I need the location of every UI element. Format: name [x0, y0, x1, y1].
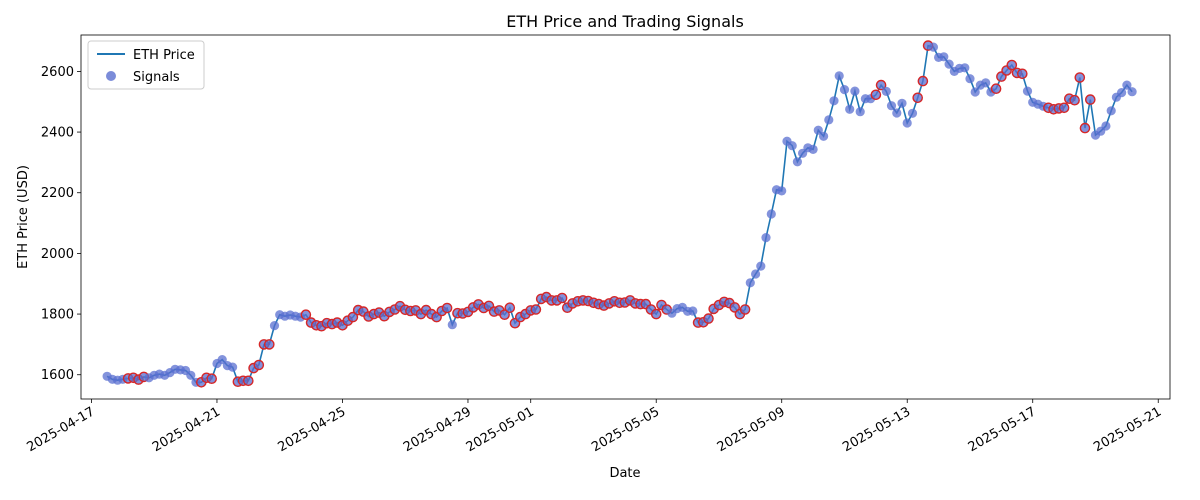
signal-point	[819, 131, 829, 141]
signal-point	[504, 302, 516, 314]
signal-point	[1074, 72, 1086, 83]
chart-title: ETH Price and Trading Signals	[506, 12, 744, 31]
signal-point	[756, 261, 766, 271]
signal-point	[902, 118, 912, 128]
signal-point	[839, 85, 850, 95]
signal-point	[703, 313, 714, 324]
legend-label-price: ETH Price	[133, 48, 195, 63]
signal-point	[1058, 102, 1070, 114]
signal-point	[263, 339, 275, 350]
signal-point	[960, 63, 970, 73]
signal-point	[787, 141, 797, 151]
plot-frame	[80, 34, 1171, 400]
y-tick-label: 2000	[41, 247, 74, 262]
x-tick-label: 2025-05-21	[1091, 404, 1164, 455]
signal-point	[845, 104, 855, 114]
x-tick-label: 2025-05-17	[966, 404, 1039, 455]
signal-point	[897, 98, 907, 108]
x-tick-label: 2025-04-25	[276, 404, 349, 455]
signal-point	[1022, 86, 1033, 96]
x-tick-label: 2025-05-09	[715, 404, 788, 455]
signal-point	[939, 52, 949, 62]
x-tick-label: 2025-04-21	[150, 404, 223, 455]
legend-label-signals: Signals	[133, 70, 180, 85]
series-line-eth-price	[106, 44, 1133, 384]
signal-point	[217, 355, 227, 365]
y-axis-title: ETH Price (USD)	[16, 165, 31, 269]
signal-point	[855, 107, 865, 117]
x-tick-label: 2025-05-13	[840, 404, 913, 455]
signal-point	[870, 89, 882, 101]
signal-point	[892, 108, 902, 118]
x-axis-title: Date	[609, 466, 640, 481]
signal-point	[688, 306, 698, 316]
signal-point	[447, 320, 457, 330]
signal-point	[981, 78, 991, 88]
signal-point	[944, 59, 954, 69]
signal-point	[1069, 94, 1080, 106]
signal-point	[808, 144, 818, 154]
x-tick-label: 2025-04-17	[25, 404, 98, 455]
signal-point	[990, 83, 1002, 94]
signal-point	[242, 375, 254, 387]
y-tick-label: 1600	[41, 368, 74, 383]
signal-point	[1101, 121, 1111, 131]
x-axis: 2025-04-17 2025-04-21 2025-04-25 2025-04-29…	[25, 399, 1164, 455]
signal-point	[792, 157, 803, 167]
signal-point	[745, 278, 755, 288]
y-tick-label: 2600	[41, 65, 74, 80]
legend-marker-swatch	[106, 71, 116, 81]
signal-point	[556, 292, 568, 304]
signal-point	[928, 42, 939, 52]
signal-point	[965, 74, 975, 84]
legend: ETH Price Signals	[87, 40, 205, 90]
signal-point	[186, 370, 196, 380]
signal-point	[1017, 68, 1028, 80]
signal-point	[1079, 122, 1091, 134]
x-tick-label: 2025-05-05	[589, 404, 662, 455]
signal-point	[766, 209, 776, 219]
signal-point	[1085, 94, 1096, 105]
signal-point	[1006, 59, 1018, 71]
signal-point	[813, 125, 823, 135]
signal-point	[761, 233, 771, 243]
signal-point	[850, 86, 860, 96]
signal-point	[253, 359, 265, 371]
signal-point	[751, 269, 761, 279]
signal-point	[269, 321, 280, 331]
y-tick-label: 1800	[41, 308, 74, 323]
x-tick-label: 2025-04-29	[401, 404, 474, 455]
y-tick-label: 2200	[41, 186, 74, 201]
signal-point	[875, 79, 887, 91]
signal-point	[886, 101, 897, 111]
signal-point	[917, 75, 929, 87]
y-axis: 1600 1800 2000 2200 2400 2600	[41, 65, 81, 383]
signal-point	[777, 186, 787, 196]
signal-point	[829, 96, 839, 106]
signal-point	[530, 304, 542, 315]
signal-point	[1117, 88, 1127, 98]
x-tick-label: 2025-05-01	[464, 404, 537, 455]
signal-point	[1127, 87, 1137, 97]
signal-point	[824, 115, 834, 125]
signal-point	[650, 308, 662, 320]
signal-point	[228, 362, 238, 372]
signal-point	[347, 311, 359, 323]
signal-point	[834, 71, 844, 81]
signal-point	[1122, 80, 1132, 90]
signal-point	[739, 304, 751, 315]
signal-point	[970, 87, 980, 97]
signal-point	[441, 302, 453, 314]
signal-point	[1106, 106, 1116, 116]
signal-point	[300, 309, 312, 321]
plot-area	[102, 40, 1137, 388]
signal-point	[881, 86, 891, 96]
signal-point	[912, 92, 924, 104]
y-tick-label: 2400	[41, 126, 74, 141]
signal-point	[499, 309, 510, 321]
signal-point	[206, 373, 217, 385]
signal-point	[907, 108, 918, 118]
